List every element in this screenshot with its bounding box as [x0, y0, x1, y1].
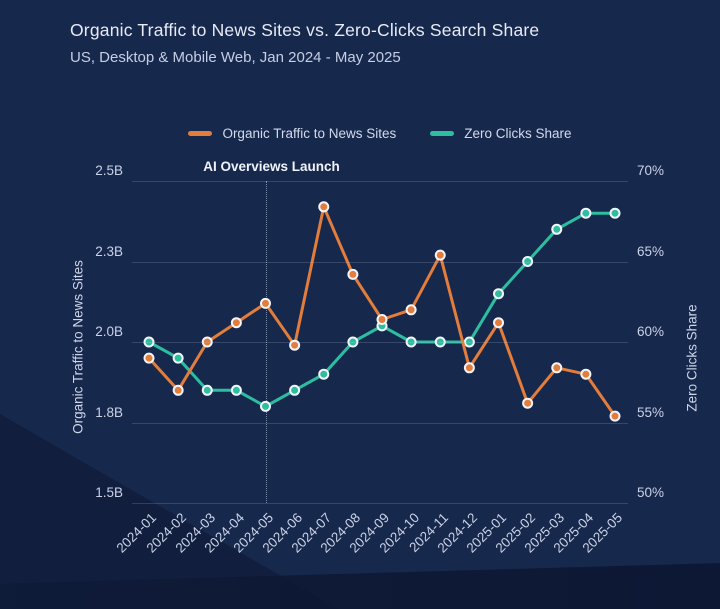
legend-item-organic-traffic[interactable]: Organic Traffic to News Sites: [188, 126, 396, 141]
data-point-marker[interactable]: [201, 384, 213, 396]
right-axis-title: Zero Clicks Share: [684, 304, 700, 412]
data-point-marker[interactable]: [347, 268, 359, 280]
data-point-marker[interactable]: [609, 410, 621, 422]
data-point-marker[interactable]: [143, 352, 155, 364]
data-point-marker[interactable]: [580, 207, 592, 219]
data-point-marker[interactable]: [522, 397, 534, 409]
data-point-marker[interactable]: [463, 362, 475, 374]
legend-swatch-icon: [430, 131, 455, 136]
chart-title: Organic Traffic to News Sites vs. Zero-C…: [70, 20, 540, 40]
plot-area: AI Overviews Launch 2.5B 70% 2.3B 65% 2.0B 60…: [95, 159, 664, 556]
legend-item-zero-clicks[interactable]: Zero Clicks Share: [430, 126, 572, 141]
series-lines: [143, 201, 621, 422]
data-point-marker[interactable]: [347, 336, 359, 348]
data-point-marker[interactable]: [376, 314, 388, 325]
right-axis-tick: 65%: [637, 243, 665, 259]
gridline: [132, 503, 628, 504]
data-point-marker[interactable]: [551, 362, 563, 374]
left-axis-tick: 2.3B: [95, 243, 123, 259]
right-axis-tick: 70%: [637, 163, 665, 178]
right-axis-tick: 50%: [637, 485, 665, 500]
data-point-marker[interactable]: [201, 336, 213, 348]
data-point-marker[interactable]: [522, 256, 534, 267]
data-point-marker[interactable]: [172, 352, 184, 364]
right-axis-tick: 60%: [637, 324, 665, 339]
data-point-marker[interactable]: [493, 288, 504, 300]
gridline: [132, 261, 628, 263]
chart-legend: Organic Traffic to News Sites Zero Clicks…: [132, 126, 628, 141]
data-point-marker[interactable]: [463, 336, 475, 348]
left-axis-tick: 1.5B: [95, 485, 123, 500]
data-point-marker[interactable]: [289, 384, 301, 396]
series-line: [147, 211, 617, 408]
gridline: [132, 342, 628, 343]
data-point-marker[interactable]: [551, 223, 563, 235]
data-point-marker[interactable]: [289, 339, 301, 351]
data-point-marker[interactable]: [318, 368, 330, 380]
gridline: [132, 181, 628, 182]
left-axis-title: Organic Traffic to News Sites: [70, 260, 86, 434]
legend-swatch-icon: [188, 131, 213, 136]
data-point-marker[interactable]: [230, 317, 242, 329]
data-point-marker[interactable]: [230, 384, 242, 396]
data-point-marker[interactable]: [434, 336, 446, 348]
left-axis-tick: 2.5B: [95, 163, 123, 178]
data-point-marker[interactable]: [260, 297, 271, 309]
left-axis-tick: 1.8B: [95, 404, 123, 420]
ai-overviews-launch-line: [265, 181, 267, 503]
data-point-marker[interactable]: [405, 304, 417, 316]
left-axis-tick: 2.0B: [95, 324, 123, 339]
data-point-marker[interactable]: [493, 317, 504, 329]
chart-subtitle: US, Desktop & Mobile Web, Jan 2024 - May…: [70, 49, 401, 66]
data-point-marker[interactable]: [609, 207, 621, 219]
legend-label: Organic Traffic to News Sites: [222, 126, 397, 141]
data-point-marker[interactable]: [434, 249, 446, 261]
right-axis-tick: 55%: [637, 404, 665, 420]
data-point-marker[interactable]: [143, 336, 155, 348]
data-point-marker[interactable]: [580, 368, 592, 380]
data-point-marker[interactable]: [260, 400, 271, 412]
series-line: [147, 205, 617, 418]
annotation-label: AI Overviews Launch: [203, 159, 340, 174]
data-point-marker[interactable]: [405, 336, 417, 348]
gridline: [132, 422, 628, 424]
data-point-marker[interactable]: [318, 201, 330, 213]
legend-label: Zero Clicks Share: [464, 126, 572, 141]
data-point-marker[interactable]: [172, 384, 184, 396]
